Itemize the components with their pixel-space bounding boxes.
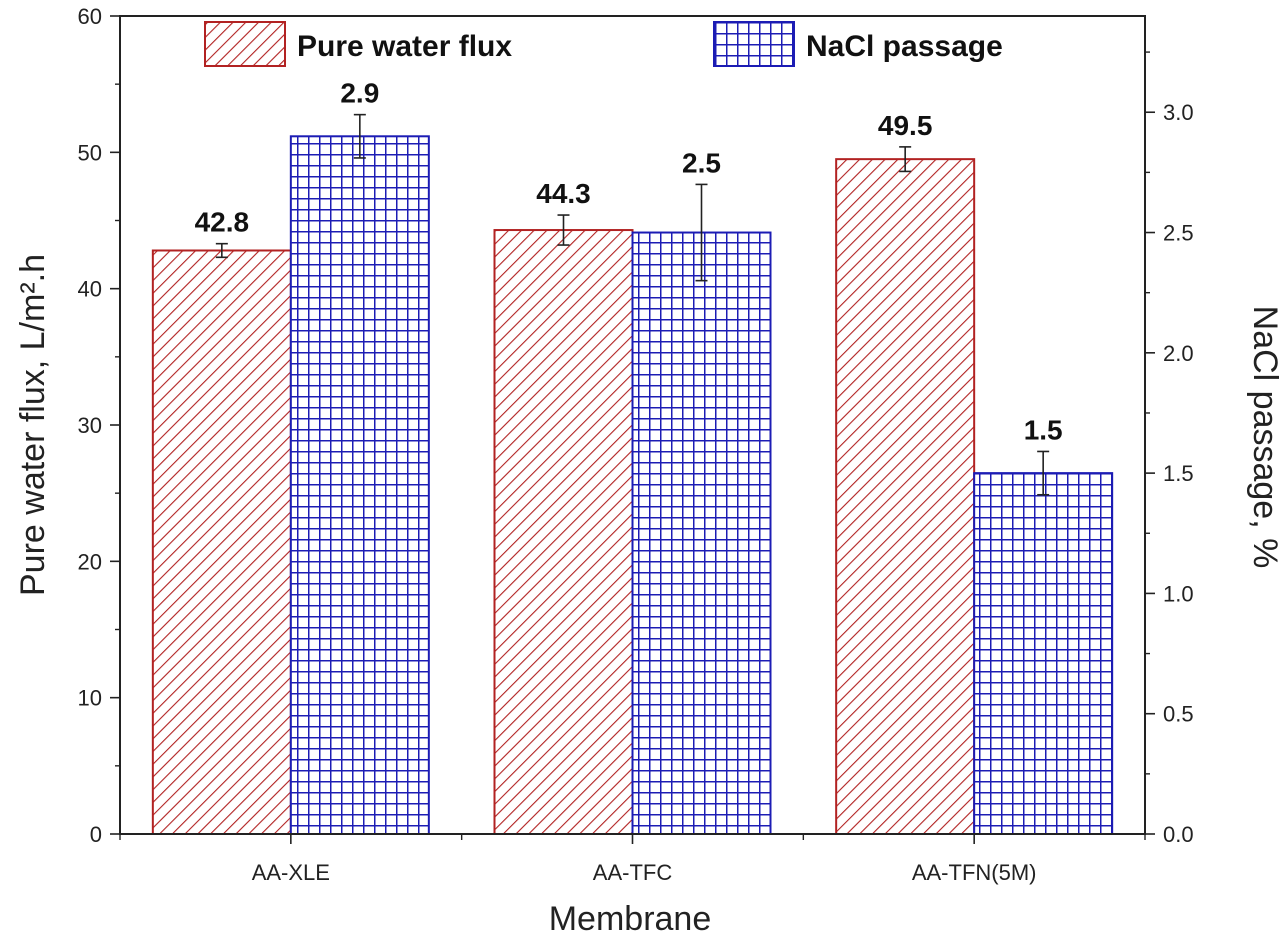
- y-axis-title: Pure water flux, L/m².h: [14, 254, 52, 596]
- legend-label-pure-water-flux: Pure water flux: [297, 30, 512, 63]
- data-label-nacl-passage-aa-xle: 2.9: [340, 78, 379, 109]
- y2-tick-label: 0.5: [1163, 702, 1194, 727]
- bar-pure-water-flux-aa-tfc: [493, 229, 634, 835]
- data-label-nacl-passage-aa-tfc: 2.5: [682, 147, 721, 178]
- y2-tick-label: 2.0: [1163, 341, 1194, 366]
- error-bar-nacl-passage-aa-tfn-5m: [1037, 450, 1050, 496]
- bar-pure-water-flux-aa-xle: [151, 249, 292, 835]
- x-axis-title: Membrane: [549, 900, 712, 938]
- x-tick-label-aa-tfn-5m: AA-TFN(5M): [912, 860, 1037, 885]
- y2-tick-label: 1.0: [1163, 581, 1194, 606]
- data-label-pure-water-flux-aa-tfc: 44.3: [536, 178, 591, 209]
- error-bar-pure-water-flux-aa-xle: [215, 242, 228, 259]
- axes: AA-XLE AA-TFC AA-TFN(5M) 0 10 20 30 40 50 60 0.0 0.…: [78, 4, 1194, 885]
- bar-nacl-passage-aa-tfc: [631, 231, 772, 835]
- data-label-pure-water-flux-aa-xle: 42.8: [195, 207, 250, 238]
- error-bar-nacl-passage-aa-xle: [353, 113, 366, 159]
- legend: Pure water flux NaCl passage: [204, 21, 1003, 67]
- data-labels: 42.8 2.9 44.3 2.5 49.5 1.5: [195, 78, 1063, 446]
- y-tick-label: 10: [78, 686, 102, 711]
- legend-label-nacl-passage: NaCl passage: [806, 30, 1003, 63]
- bars: [151, 135, 1114, 835]
- bar-pure-water-flux-aa-tfn-5m: [835, 158, 976, 835]
- y-tick-label: 60: [78, 4, 102, 29]
- y2-tick-label: 1.5: [1163, 461, 1194, 486]
- y2-axis-title: NaCl passage, %: [1246, 306, 1279, 569]
- y-tick-label: 50: [78, 140, 102, 165]
- y-tick-label: 20: [78, 549, 102, 574]
- bar-nacl-passage-aa-tfn-5m: [973, 472, 1114, 835]
- data-label-pure-water-flux-aa-tfn-5m: 49.5: [878, 110, 933, 141]
- error-bar-pure-water-flux-aa-tfc: [557, 214, 570, 246]
- y-tick-label: 0: [90, 822, 102, 847]
- bar-nacl-passage-aa-xle: [289, 135, 430, 835]
- x-tick-label-aa-tfc: AA-TFC: [593, 860, 673, 885]
- y-tick-label: 30: [78, 413, 102, 438]
- x-tick-label-aa-xle: AA-XLE: [252, 860, 330, 885]
- data-label-nacl-passage-aa-tfn-5m: 1.5: [1024, 414, 1063, 445]
- error-bar-nacl-passage-aa-tfc: [695, 183, 708, 282]
- y2-tick-label: 0.0: [1163, 822, 1194, 847]
- y2-tick-label: 3.0: [1163, 100, 1194, 125]
- legend-swatch-pure-water-flux: [204, 21, 286, 67]
- y-tick-label: 40: [78, 277, 102, 302]
- error-bar-pure-water-flux-aa-tfn-5m: [899, 146, 912, 173]
- y2-tick-label: 2.5: [1163, 221, 1194, 246]
- error-bars: [215, 113, 1050, 496]
- legend-swatch-nacl-passage: [713, 21, 795, 67]
